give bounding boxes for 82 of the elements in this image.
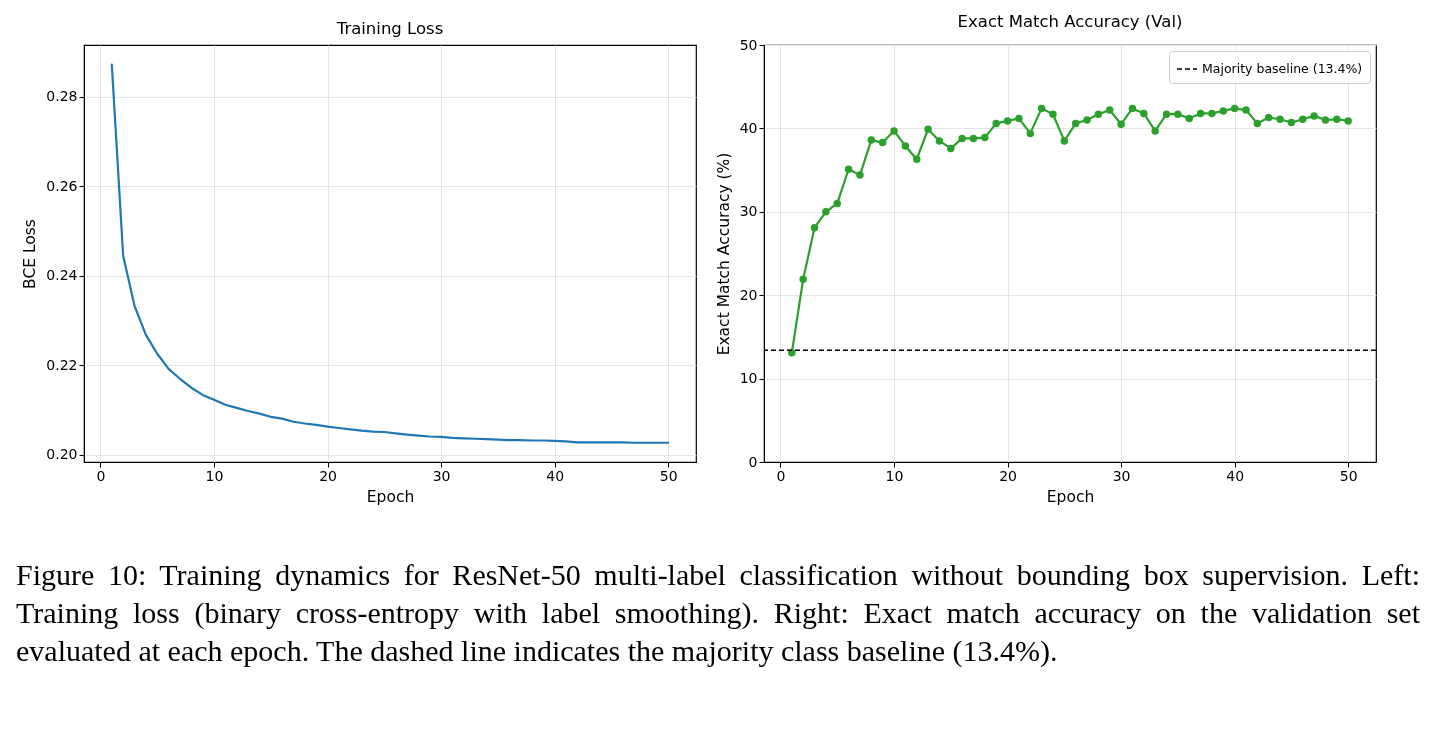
- y-tick-label: 40: [739, 119, 758, 136]
- point: [1106, 106, 1114, 114]
- point: [1128, 104, 1137, 113]
- y-tick-label: 20: [739, 286, 758, 303]
- x-tick-label: 40: [546, 467, 565, 484]
- point: [924, 125, 932, 133]
- point: [1117, 120, 1125, 128]
- y-tick-label: 30: [739, 203, 758, 220]
- chart-title: Exact Match Accuracy (Val): [957, 11, 1183, 31]
- point: [867, 136, 876, 144]
- point: [1015, 114, 1023, 123]
- point: [1083, 116, 1091, 124]
- point: [1026, 129, 1034, 138]
- y-tick-label: 0.22: [46, 356, 78, 373]
- point: [822, 208, 830, 216]
- point: [912, 155, 921, 163]
- point: [1060, 137, 1069, 145]
- point: [1333, 115, 1341, 123]
- x-tick-label: 30: [1112, 467, 1131, 484]
- x-tick-label: 10: [885, 467, 904, 484]
- point: [1219, 107, 1228, 115]
- x-tick-label: 0: [776, 467, 786, 484]
- point: [1230, 104, 1239, 113]
- caption: Figure 10: Training dynamics for ResNet-50 multi-label classification without bounding box supervision. Left: Training loss (binary cross-entropy with label smoothing). Right: Exact match accuracy on the validation set evaluated at each epoch. The dashed line indicates the majority class baseline (13.4%).: [16, 557, 1420, 669]
- point: [1151, 127, 1159, 135]
- x-axis-title: Epoch: [1046, 487, 1095, 506]
- point: [890, 127, 898, 135]
- point: [958, 134, 966, 143]
- x-tick-label: 50: [1339, 467, 1358, 484]
- point: [810, 223, 819, 232]
- point: [1310, 112, 1318, 120]
- chart-title: Training Loss: [335, 18, 444, 38]
- x-axis-title: Epoch: [366, 487, 415, 506]
- point: [1242, 106, 1250, 114]
- point: [1049, 110, 1057, 118]
- point: [1037, 104, 1046, 113]
- point: [799, 275, 807, 284]
- point: [1253, 119, 1262, 128]
- x-tick-label: 30: [432, 467, 451, 484]
- point: [1174, 110, 1182, 118]
- x-tick-label: 20: [319, 467, 337, 484]
- y-tick-label: 0: [748, 453, 758, 470]
- point: [1287, 118, 1296, 127]
- point: [1185, 114, 1193, 123]
- x-tick-label: 40: [1226, 467, 1245, 484]
- point: [981, 133, 989, 142]
- x-tick-label: 50: [659, 467, 678, 484]
- point: [1299, 115, 1307, 123]
- legend-label: Majority baseline (13.4%): [1202, 61, 1363, 76]
- point: [1276, 115, 1284, 123]
- point: [992, 119, 1000, 128]
- line-series: [110, 63, 670, 444]
- point: [878, 138, 887, 147]
- y-tick-label: 0.24: [46, 267, 78, 284]
- x-tick-label: 20: [999, 467, 1017, 484]
- y-tick-label: 10: [739, 370, 758, 387]
- y-axis-title: BCE Loss: [21, 219, 40, 289]
- point: [1140, 109, 1148, 118]
- x-tick-label: 0: [96, 467, 106, 484]
- point: [1196, 109, 1205, 118]
- point: [1264, 113, 1273, 122]
- point: [788, 349, 796, 357]
- point: [969, 134, 978, 143]
- point: [935, 137, 944, 145]
- y-tick-label: 0.28: [46, 88, 78, 105]
- point: [833, 199, 841, 208]
- point: [1071, 119, 1080, 128]
- point: [1162, 110, 1171, 118]
- point: [901, 142, 910, 150]
- point: [1344, 117, 1352, 125]
- y-tick-label: 50: [739, 36, 758, 53]
- point: [1003, 117, 1012, 125]
- point: [1321, 116, 1330, 124]
- point: [947, 144, 955, 153]
- point: [1208, 109, 1216, 118]
- point: [1094, 110, 1103, 118]
- point: [844, 165, 853, 173]
- y-axis-title: Exact Match Accuracy (%): [714, 152, 733, 356]
- x-tick-label: 10: [205, 467, 224, 484]
- y-tick-label: 0.26: [46, 177, 78, 194]
- point: [856, 171, 864, 179]
- y-tick-label: 0.20: [46, 446, 78, 463]
